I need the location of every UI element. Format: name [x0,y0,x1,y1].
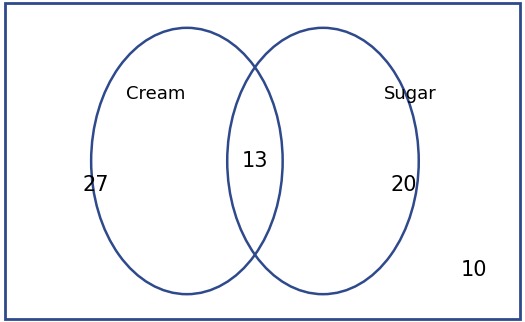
Text: 13: 13 [242,151,268,171]
Text: Cream: Cream [127,85,186,103]
Text: 10: 10 [461,260,487,280]
Text: Sugar: Sugar [383,85,436,103]
Text: 27: 27 [83,175,109,195]
Text: 20: 20 [391,175,417,195]
